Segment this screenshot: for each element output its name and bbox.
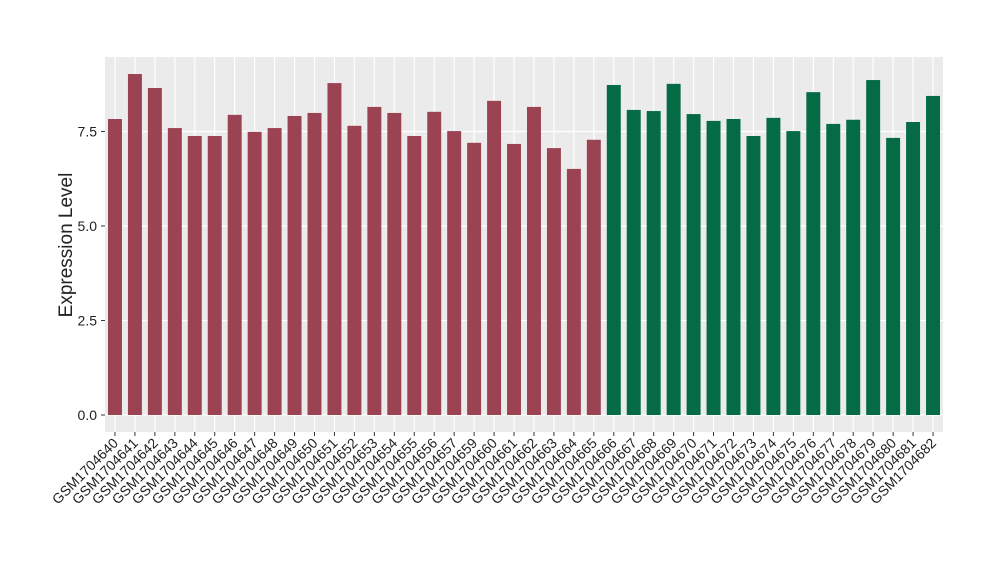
bar [726, 118, 741, 415]
bar [806, 92, 821, 415]
bar [846, 119, 861, 415]
bar [167, 128, 182, 415]
bar [666, 83, 681, 415]
bar [766, 117, 781, 415]
bar [227, 114, 242, 415]
bar [427, 111, 442, 415]
bar [127, 74, 142, 415]
bar [586, 139, 601, 415]
bar [866, 80, 881, 415]
bar [267, 128, 282, 415]
bar [507, 143, 522, 415]
bar [746, 136, 761, 415]
bar [706, 120, 721, 415]
y-tick-label: 0.0 [78, 407, 98, 423]
bar [526, 106, 541, 415]
bar [606, 84, 621, 415]
bar [906, 122, 921, 415]
panel [105, 57, 943, 432]
bar [307, 112, 322, 415]
bar [187, 136, 202, 415]
bar [247, 131, 262, 415]
bar [926, 95, 941, 415]
y-tick-label: 7.5 [78, 123, 98, 139]
bar [467, 142, 482, 415]
bar [546, 148, 561, 415]
bar [287, 115, 302, 415]
bar [447, 131, 462, 415]
bar [107, 118, 122, 415]
bar [327, 83, 342, 415]
bar [407, 136, 422, 415]
bar [387, 112, 402, 415]
bar [566, 168, 581, 415]
bar [886, 137, 901, 415]
bar [147, 87, 162, 415]
bar [207, 136, 222, 415]
bar [786, 131, 801, 415]
bar [686, 114, 701, 415]
bar [626, 109, 641, 415]
bar [646, 111, 661, 415]
bar [487, 100, 502, 415]
bar [367, 106, 382, 415]
y-tick-label: 2.5 [78, 312, 98, 328]
bar [347, 125, 362, 415]
bar [826, 123, 841, 415]
y-tick-label: 5.0 [78, 218, 98, 234]
y-axis-label: Expression Level [56, 173, 77, 318]
